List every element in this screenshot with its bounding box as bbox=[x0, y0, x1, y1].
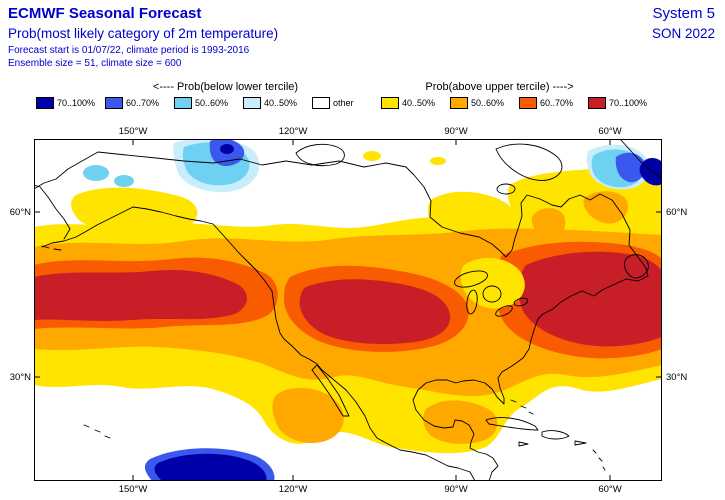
forecast-map bbox=[34, 139, 662, 481]
legend-item-below-70-100: 70..100% bbox=[36, 97, 105, 109]
y-tick-left-60n: 60°N bbox=[9, 207, 31, 218]
x-tick-top-60w: 60°W bbox=[598, 126, 622, 137]
legend-item-above-40-50: 40..50% bbox=[381, 97, 450, 109]
legend-swatch bbox=[105, 97, 123, 109]
legend-swatch bbox=[312, 97, 330, 109]
legend-label: 50..60% bbox=[471, 98, 505, 108]
islands bbox=[41, 139, 662, 471]
legend-item-below-50-60: 50..60% bbox=[174, 97, 243, 109]
system-label: System 5 bbox=[652, 5, 715, 22]
legend-label: 50..60% bbox=[195, 98, 229, 108]
coastline bbox=[34, 151, 649, 481]
y-tick-left-30n: 30°N bbox=[9, 372, 31, 383]
prob-below-70-100-region bbox=[154, 144, 662, 481]
legend-swatch bbox=[174, 97, 192, 109]
ensemble-size-info: Ensemble size = 51, climate size = 600 bbox=[8, 58, 182, 69]
x-tick-bottom-120w: 120°W bbox=[278, 484, 308, 495]
x-tick-bottom-60w: 60°W bbox=[598, 484, 622, 495]
y-tick-right-30n: 30°N bbox=[666, 372, 688, 383]
legend-below-header: <---- Prob(below lower tercile) bbox=[152, 81, 299, 93]
legend-item-above-60-70: 60..70% bbox=[519, 97, 588, 109]
legend-item-above-50-60: 50..60% bbox=[450, 97, 519, 109]
legend-label: 40..50% bbox=[402, 98, 436, 108]
page-title: ECMWF Seasonal Forecast bbox=[8, 5, 202, 22]
legend-item-below-60-70: 60..70% bbox=[105, 97, 174, 109]
legend-item-above-70-100: 70..100% bbox=[588, 97, 657, 109]
x-tick-top-150w: 150°W bbox=[118, 126, 148, 137]
legend-swatch bbox=[243, 97, 261, 109]
legend-label: 60..70% bbox=[126, 98, 160, 108]
legend-swatch bbox=[519, 97, 537, 109]
legend: 70..100% 60..70% 50..60% 40..50% other 4… bbox=[36, 97, 657, 109]
legend-label: 70..100% bbox=[57, 98, 96, 108]
legend-label: other bbox=[333, 98, 354, 108]
x-tick-top-120w: 120°W bbox=[278, 126, 308, 137]
legend-swatch bbox=[450, 97, 468, 109]
season-label: SON 2022 bbox=[651, 26, 715, 41]
legend-item-other: other bbox=[312, 97, 381, 109]
legend-label: 40..50% bbox=[264, 98, 298, 108]
x-tick-bottom-150w: 150°W bbox=[118, 484, 148, 495]
legend-item-below-40-50: 40..50% bbox=[243, 97, 312, 109]
forecast-start-info: Forecast start is 01/07/22, climate peri… bbox=[8, 45, 250, 56]
legend-swatch bbox=[36, 97, 54, 109]
legend-swatch bbox=[381, 97, 399, 109]
prob-above-70-100-region bbox=[34, 251, 662, 347]
page-subtitle: Prob(most likely category of 2m temperat… bbox=[8, 26, 279, 41]
x-tick-bottom-90w: 90°W bbox=[444, 484, 468, 495]
legend-label: 60..70% bbox=[540, 98, 574, 108]
legend-above-header: Prob(above upper tercile) ----> bbox=[425, 81, 574, 93]
map-frame bbox=[34, 139, 662, 481]
x-tick-top-90w: 90°W bbox=[444, 126, 468, 137]
y-tick-right-60n: 60°N bbox=[666, 207, 688, 218]
legend-swatch bbox=[588, 97, 606, 109]
great-lakes bbox=[454, 270, 529, 317]
legend-label: 70..100% bbox=[609, 98, 648, 108]
